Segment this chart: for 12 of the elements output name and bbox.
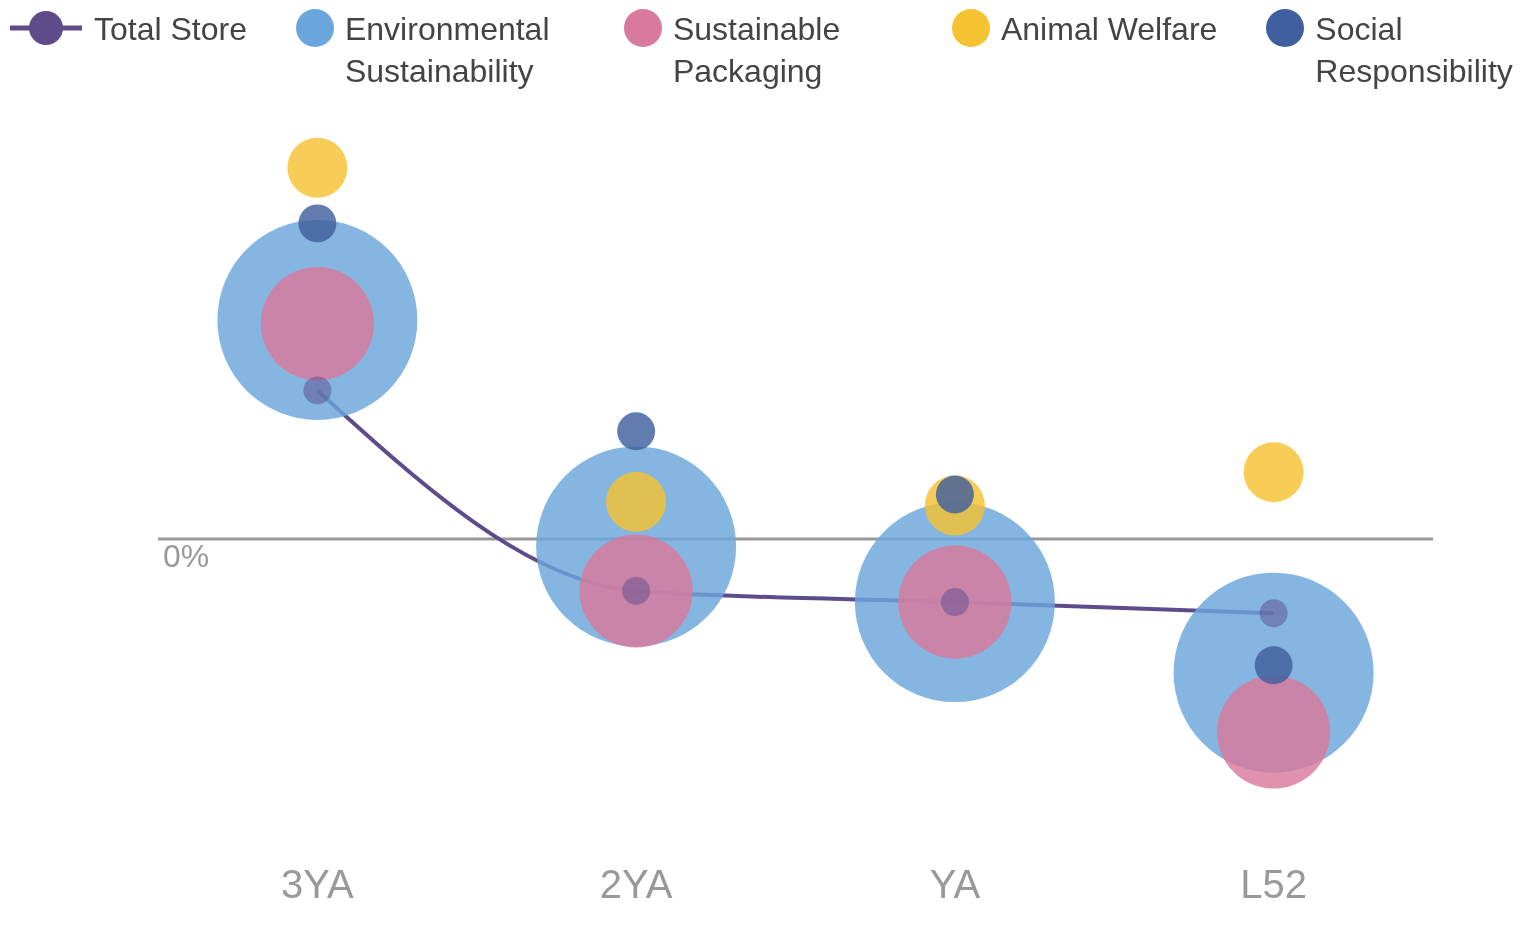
ref-line-label: 0% bbox=[163, 537, 210, 574]
x-tick-label: YA bbox=[929, 862, 981, 907]
x-tick-label: 3YA bbox=[281, 862, 355, 907]
legend-label: Social Responsibility bbox=[1315, 10, 1514, 91]
legend-label: Sustainable Packaging bbox=[672, 10, 842, 91]
legend-label: Total Store bbox=[94, 10, 247, 49]
point bbox=[1259, 599, 1288, 628]
legend-label: Animal Welfare bbox=[1000, 10, 1218, 49]
legend-label: Environmental Sustainability bbox=[344, 10, 551, 91]
x-tick-label: 2YA bbox=[599, 862, 673, 907]
x-tick-label: L52 bbox=[1240, 862, 1307, 907]
point bbox=[303, 376, 332, 405]
